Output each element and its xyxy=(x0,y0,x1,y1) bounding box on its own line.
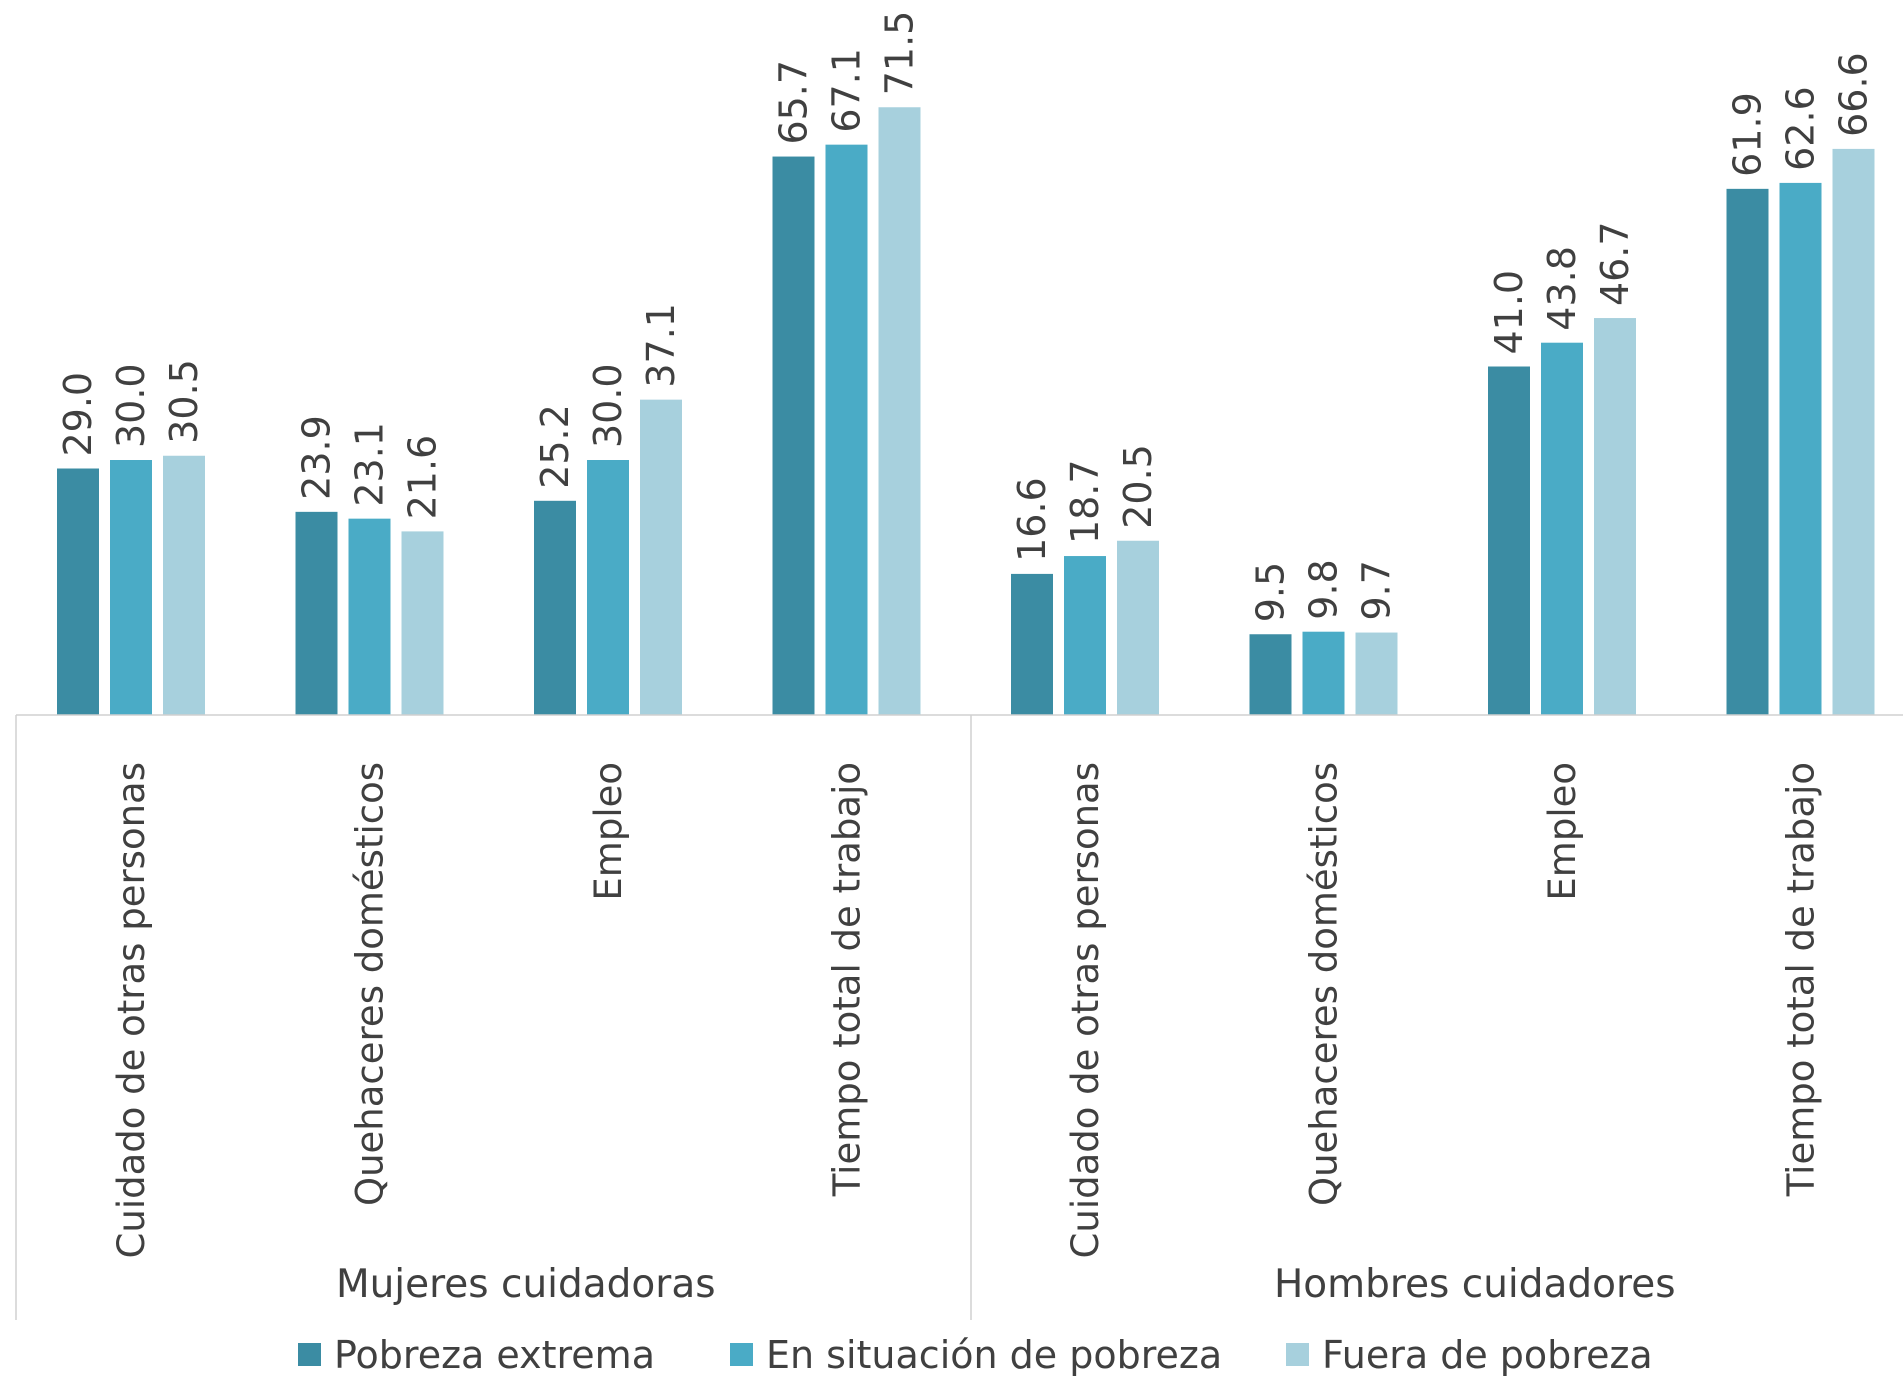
group-label: Hombres cuidadores xyxy=(1274,1262,1676,1307)
category-tick-label: Quehaceres domésticos xyxy=(1303,762,1346,1206)
category-tick-label: Quehaceres domésticos xyxy=(349,762,392,1206)
category-tick-label: Empleo xyxy=(587,762,630,901)
category-tick-label: Tiempo total de trabajo xyxy=(1780,762,1823,1197)
legend-item: En situación de pobreza xyxy=(730,1333,1222,1377)
bar-3-8 xyxy=(1832,148,1875,715)
bar-2-6 xyxy=(1302,631,1345,715)
legend-label: En situación de pobreza xyxy=(766,1333,1222,1377)
data-label: 21.6 xyxy=(401,435,445,520)
legend-label: Fuera de pobreza xyxy=(1322,1333,1653,1377)
data-label: 9.5 xyxy=(1249,562,1293,622)
bar-3-6 xyxy=(1355,632,1398,715)
bar-2-3 xyxy=(587,460,629,715)
category-tick-label: Empleo xyxy=(1541,762,1584,901)
bar-1-8 xyxy=(1726,188,1769,716)
data-label: 18.7 xyxy=(1063,459,1107,544)
data-label: 23.1 xyxy=(348,422,392,507)
bar-1-1 xyxy=(57,468,99,715)
category-tick-label: Cuidado de otras personas xyxy=(110,762,153,1258)
bar-1-7 xyxy=(1488,366,1530,715)
data-label: 71.5 xyxy=(878,11,922,96)
bar-1-3 xyxy=(534,500,576,715)
legend-swatch xyxy=(730,1343,753,1366)
legend-label: Pobreza extrema xyxy=(334,1333,655,1377)
data-label: 43.8 xyxy=(1540,246,1584,331)
bar-3-5 xyxy=(1117,540,1159,715)
bar-1-2 xyxy=(295,511,338,715)
data-label: 61.9 xyxy=(1726,92,1770,177)
bar-2-2 xyxy=(348,518,391,715)
data-labels-layer: 29.0 30.0 30.523.9 23.1 21.6 25.2 30.037.165.7… xyxy=(56,11,1876,623)
category-tick-label: Tiempo total de trabajo xyxy=(826,762,869,1197)
legend-item: Pobreza extrema xyxy=(298,1333,655,1377)
bar-2-7 xyxy=(1541,342,1583,715)
bar-3-1 xyxy=(163,455,205,715)
bar-2-1 xyxy=(110,460,152,715)
bar-2-8 xyxy=(1779,182,1822,715)
bar-1-6 xyxy=(1249,634,1292,715)
data-label: 9.7 xyxy=(1355,560,1399,620)
data-label: 67.1 xyxy=(825,48,869,133)
bar-3-3 xyxy=(640,399,682,715)
data-label: 62.6 xyxy=(1779,86,1823,171)
data-label: 30.5 xyxy=(162,359,206,444)
legend: Pobreza extrema En situación de pobreza Fu… xyxy=(298,1333,1653,1377)
bar-3-4 xyxy=(878,107,921,715)
data-label: 37.1 xyxy=(639,303,683,388)
legend-swatch xyxy=(1286,1343,1309,1366)
data-label: 29.0 xyxy=(56,372,100,457)
bars-layer xyxy=(57,107,1875,716)
data-label: 41.0 xyxy=(1487,270,1531,355)
data-label: 46.7 xyxy=(1593,221,1637,306)
bar-3-7 xyxy=(1594,318,1636,715)
data-label: 23.9 xyxy=(295,415,339,500)
bar-2-5 xyxy=(1064,556,1106,715)
bar-1-4 xyxy=(772,156,815,716)
bar-2-4 xyxy=(825,144,868,715)
bar-3-2 xyxy=(401,531,444,715)
data-label: 25.2 xyxy=(533,404,577,489)
data-label: 20.5 xyxy=(1116,444,1160,529)
group-label: Mujeres cuidadoras xyxy=(336,1262,716,1307)
category-tick-label: Cuidado de otras personas xyxy=(1064,762,1107,1258)
data-label: 65.7 xyxy=(772,60,816,145)
legend-item: Fuera de pobreza xyxy=(1286,1333,1653,1377)
data-label: 30.0 xyxy=(586,363,630,448)
bar-1-5 xyxy=(1011,573,1053,715)
legend-swatch xyxy=(298,1343,321,1366)
data-label: 16.6 xyxy=(1010,477,1054,562)
axis-layer: Cuidado de otras personas Quehaceres domé… xyxy=(15,714,1903,1320)
data-label: 9.8 xyxy=(1302,559,1346,619)
data-label: 66.6 xyxy=(1832,52,1876,137)
data-label: 30.0 xyxy=(109,363,153,448)
